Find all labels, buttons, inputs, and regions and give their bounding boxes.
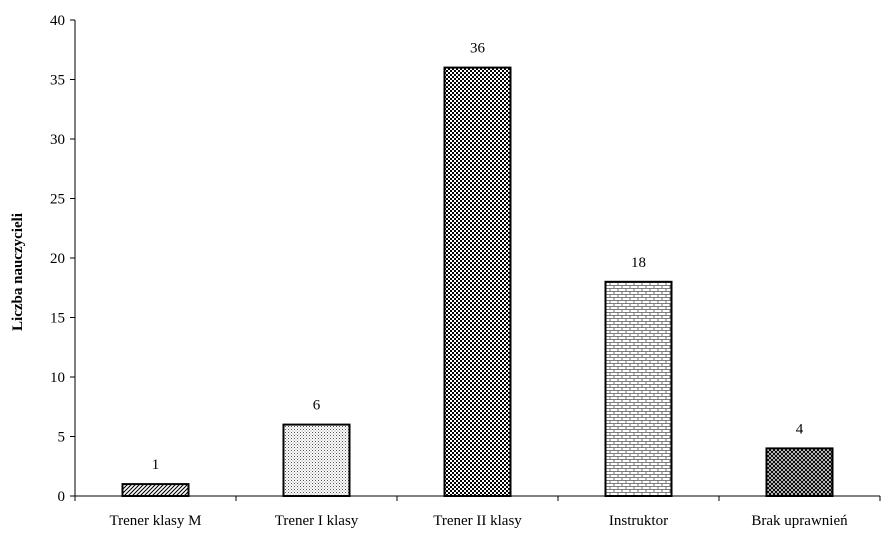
y-tick-label: 40 <box>50 13 65 29</box>
y-tick-label: 25 <box>50 192 65 208</box>
y-tick-label: 35 <box>50 73 65 89</box>
bar-3 <box>443 66 512 497</box>
x-axis-ticks: Trener klasy M Trener I klasy Trener II kl… <box>74 496 881 529</box>
bar-1 <box>121 483 190 498</box>
x-category-label: Trener I klasy <box>275 513 359 529</box>
bar-2 <box>282 423 351 498</box>
y-tick-label: 10 <box>50 370 65 386</box>
data-label: 36 <box>470 41 486 57</box>
x-category-label: Trener klasy M <box>110 513 202 529</box>
bar-5 <box>765 447 834 497</box>
data-label: 1 <box>152 457 160 473</box>
y-axis-label: Liczba nauczycieli <box>10 213 26 331</box>
y-tick-label: 0 <box>58 489 66 505</box>
data-label: 18 <box>631 255 646 271</box>
y-tick-label: 15 <box>50 311 65 327</box>
y-axis-ticks: 0 5 10 15 20 25 30 35 40 <box>50 13 75 505</box>
bars: 1 6 36 18 4 <box>121 41 834 498</box>
data-label: 4 <box>796 421 804 437</box>
x-category-label: Instruktor <box>609 513 668 529</box>
y-tick-label: 5 <box>58 430 66 446</box>
y-tick-label: 30 <box>50 132 65 148</box>
data-label: 6 <box>313 398 321 414</box>
y-tick-label: 20 <box>50 251 65 267</box>
x-category-label: Brak uprawnień <box>751 513 848 529</box>
bar-4 <box>604 280 673 497</box>
x-category-label: Trener II klasy <box>433 513 522 529</box>
